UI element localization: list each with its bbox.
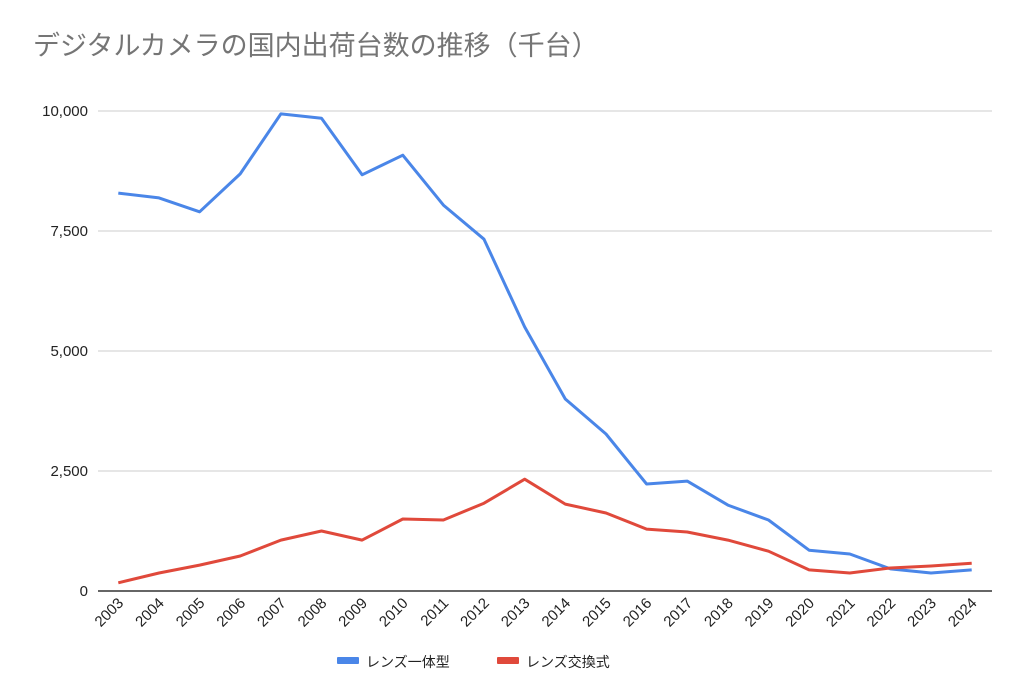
x-tick-label: 2018 — [701, 595, 737, 631]
series-lines — [117, 112, 972, 585]
x-tick-label: 2022 — [864, 595, 900, 631]
y-tick-label: 7,500 — [50, 223, 88, 240]
y-tick-label: 5,000 — [50, 343, 88, 360]
legend-label-2: レンズ交換式 — [526, 654, 610, 671]
legend: レンズ一体型 レンズ交換式 — [337, 654, 610, 671]
legend-swatch-2 — [497, 657, 519, 664]
x-tick-label: 2017 — [660, 595, 696, 631]
x-tick-label: 2016 — [620, 595, 656, 631]
legend-swatch-1 — [337, 657, 359, 664]
x-tick-label: 2011 — [417, 595, 452, 630]
x-tick-label: 2023 — [904, 595, 940, 631]
x-tick-label: 2013 — [498, 595, 534, 631]
x-tick-label: 2024 — [945, 595, 981, 631]
series-line-1 — [118, 112, 972, 575]
gridlines — [98, 110, 992, 592]
x-tick-label: 2006 — [213, 595, 249, 631]
x-tick-label: 2015 — [579, 595, 615, 631]
chart-title: デジタルカメラの国内出荷台数の推移（千台） — [33, 31, 599, 62]
x-tick-label: 2003 — [92, 595, 128, 631]
legend-label-1: レンズ一体型 — [366, 655, 450, 671]
x-tick-label: 2009 — [335, 595, 371, 631]
x-tick-label: 2021 — [823, 595, 859, 631]
x-tick-label: 2008 — [295, 595, 331, 631]
x-tick-label: 2007 — [254, 595, 290, 631]
x-tick-label: 2019 — [742, 595, 778, 631]
x-tick-label: 2014 — [539, 595, 575, 631]
x-tick-label: 2004 — [132, 595, 168, 631]
y-tick-label: 0 — [80, 583, 88, 600]
y-tick-label: 2,500 — [50, 463, 88, 480]
y-axis-ticks: 0 2,500 5,000 7,500 10,000 — [42, 103, 88, 600]
x-axis-ticks: 2003 2004 2005 2006 2007 2008 2009 2010 2011 2012… — [92, 595, 981, 631]
x-tick-label: 2005 — [173, 595, 209, 631]
x-tick-label: 2010 — [376, 595, 412, 631]
y-tick-label: 10,000 — [42, 103, 88, 120]
series-line-2 — [117, 477, 972, 585]
x-tick-label: 2012 — [457, 595, 493, 631]
x-tick-label: 2020 — [782, 595, 818, 631]
